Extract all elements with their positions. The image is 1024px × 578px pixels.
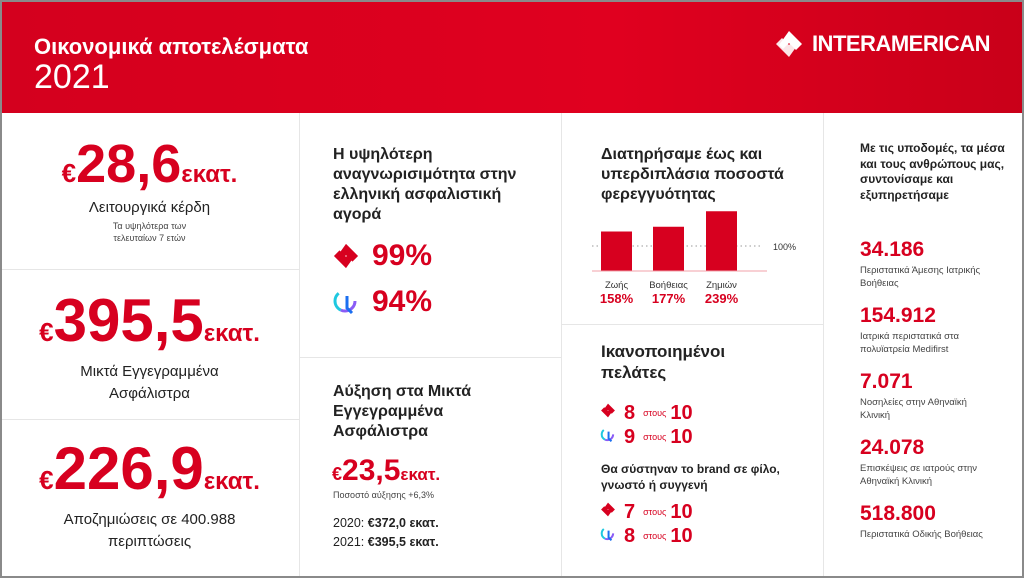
- recommend-heading: Θα σύστηναν το brand σε φίλο, γνωστό ή σ…: [601, 462, 780, 492]
- score-of: στους: [643, 507, 667, 517]
- category-label: Ζημιών: [706, 280, 737, 291]
- year: 2021: [34, 58, 110, 96]
- stat-value: 34.186: [860, 238, 925, 261]
- score-of: στους: [643, 408, 667, 418]
- growth-card: Αύξηση στα Μικτά Εγγεγραμμένα Ασφάλιστρα…: [300, 358, 562, 578]
- score-row: 9 στους 10: [600, 425, 693, 449]
- bar-Ζημιών: [706, 211, 737, 271]
- reference-label: 100%: [773, 242, 796, 252]
- interamerican-logo-icon: [775, 31, 802, 57]
- score-max: 10: [670, 500, 693, 523]
- solvency-card: Διατηρήσαμε έως και υπερδιπλάσια ποσοστά…: [562, 113, 824, 325]
- score: 8: [624, 401, 636, 424]
- growth-value: 23,5: [342, 454, 401, 487]
- interamerican-logo-icon: [333, 243, 359, 269]
- score-row: 7 στους 10: [600, 500, 693, 524]
- category-label: Ζωής: [605, 280, 629, 291]
- bar-Ζωής: [601, 231, 632, 271]
- stat-value: 154.912: [860, 304, 936, 327]
- value-label: 158%: [600, 291, 634, 306]
- score-max: 10: [670, 425, 693, 448]
- satisfaction-heading: Ικανοποιημένοι πελάτες: [601, 342, 726, 382]
- kpi-unit: εκατ.: [203, 320, 260, 347]
- year-label: 2021:: [333, 535, 365, 549]
- stat-value: 24.078: [860, 436, 925, 459]
- kpi-unit: εκατ.: [181, 161, 238, 188]
- year-value: €372,0 εκατ.: [367, 516, 439, 530]
- score: 7: [624, 500, 636, 523]
- interamerican-logo-icon: [600, 502, 616, 522]
- kpi-unit: εκατ.: [203, 468, 260, 495]
- satisfaction-card: Ικανοποιημένοι πελάτες 8 στους 10 9 στους 10 …: [562, 325, 824, 578]
- score-of: στους: [643, 432, 667, 442]
- score: 9: [624, 425, 636, 448]
- kpi-note: Τα υψηλότερα των τελευταίων 7 ετών: [112, 221, 187, 243]
- year-value: €395,5 εκατ.: [367, 535, 439, 549]
- interamerican-logo-icon: [600, 403, 616, 423]
- score-row: 8 στους 10: [600, 524, 693, 548]
- growth-years: 2020: €372,0 εκατ. 2021: €395,5 εκατ.: [333, 514, 439, 552]
- score-row: 8 στους 10: [600, 401, 693, 425]
- category-label: Βοήθειας: [649, 280, 688, 291]
- year-label: 2020:: [333, 516, 365, 530]
- score-of: στους: [643, 531, 667, 541]
- recognition-card: Η υψηλότερη αναγνωρισιμότητα στην ελληνι…: [300, 113, 562, 358]
- kpi-label: Μικτά Εγγεγραμμένα Ασφάλιστρα: [80, 363, 219, 402]
- kpi-operating-profit: €28,6εκατ. Λειτουργικά κέρδη Τα υψηλότερ…: [0, 113, 300, 270]
- bar-Βοήθειας: [653, 226, 684, 271]
- currency: €: [39, 465, 54, 495]
- service-stat: 7.071 Νοσηλείες στην Αθηναϊκή Κλινική: [860, 370, 990, 436]
- kpi-label: Λειτουργικά κέρδη: [88, 199, 211, 216]
- service-stat: 518.800 Περιστατικά Οδικής Βοήθειας: [860, 502, 990, 568]
- services-heading: Με τις υποδομές, τα μέσα και τους ανθρώπ…: [860, 141, 1005, 202]
- recognition-value: 99%: [372, 239, 433, 272]
- growth-rate: Ποσοστό αύξησης +6,3%: [333, 490, 435, 500]
- service-stat: 24.078 Επισκέψεις σε ιατρούς στην Αθηναϊκ…: [860, 436, 990, 502]
- brand-name: INTERAMERICAN: [811, 31, 991, 56]
- value-label: 177%: [652, 291, 686, 306]
- anytime-logo-icon: [600, 427, 616, 448]
- currency: €: [61, 158, 77, 188]
- growth-heading: Αύξηση στα Μικτά Εγγεγραμμένα Ασφάλιστρα: [333, 383, 472, 440]
- anytime-logo-icon: [600, 526, 616, 547]
- stat-label: Νοσηλείες στην Αθηναϊκή Κλινική: [860, 397, 967, 421]
- stat-value: 518.800: [860, 502, 936, 525]
- currency: €: [332, 464, 343, 484]
- brand-logo: INTERAMERICAN: [774, 30, 991, 58]
- page-title: Οικονομικά αποτελέσματα: [34, 34, 309, 59]
- service-stat: 34.186 Περιστατικά Άμεσης Ιατρικής Βοήθει…: [860, 238, 990, 304]
- service-stat: 154.912 Ιατρικά περιστατικά στα πολυϊατρε…: [860, 304, 990, 370]
- chart-title: Διατηρήσαμε έως και υπερδιπλάσια ποσοστά…: [601, 146, 784, 203]
- kpi-value: 28,6: [76, 134, 182, 194]
- stat-label: Περιστατικά Άμεσης Ιατρικής Βοήθειας: [860, 265, 981, 289]
- kpi-value: 395,5: [53, 287, 204, 354]
- recognition-item: 99%: [332, 239, 432, 273]
- stat-value: 7.071: [860, 370, 913, 393]
- header: Οικονομικά αποτελέσματα 2021 INTERAMERIC…: [0, 0, 1024, 113]
- score-max: 10: [670, 524, 693, 547]
- value-label: 239%: [705, 291, 739, 306]
- kpi-value: 226,9: [53, 435, 204, 502]
- currency: €: [39, 317, 54, 347]
- services-card: Με τις υποδομές, τα μέσα και τους ανθρώπ…: [824, 113, 1024, 578]
- recognition-value: 94%: [372, 285, 433, 318]
- score: 8: [624, 524, 636, 547]
- stat-label: Επισκέψεις σε ιατρούς στην Αθηναϊκή Κλιν…: [860, 463, 978, 487]
- stat-label: Ιατρικά περιστατικά στα πολυϊατρεία Medi…: [860, 331, 960, 355]
- kpi-premiums: €395,5εκατ. Μικτά Εγγεγραμμένα Ασφάλιστρ…: [0, 270, 300, 420]
- growth-unit: εκατ.: [400, 465, 441, 484]
- score-max: 10: [670, 401, 693, 424]
- kpi-claims: €226,9εκατ. Αποζημιώσεις σε 400.988 περι…: [0, 420, 300, 578]
- stat-label: Περιστατικά Οδικής Βοήθειας: [860, 529, 983, 540]
- kpi-label: Αποζημιώσεις σε 400.988 περιπτώσεις: [63, 511, 236, 550]
- anytime-logo-icon: [333, 289, 357, 315]
- recognition-item: 94%: [332, 285, 432, 319]
- recognition-heading: Η υψηλότερη αναγνωρισιμότητα στην ελληνι…: [333, 146, 517, 223]
